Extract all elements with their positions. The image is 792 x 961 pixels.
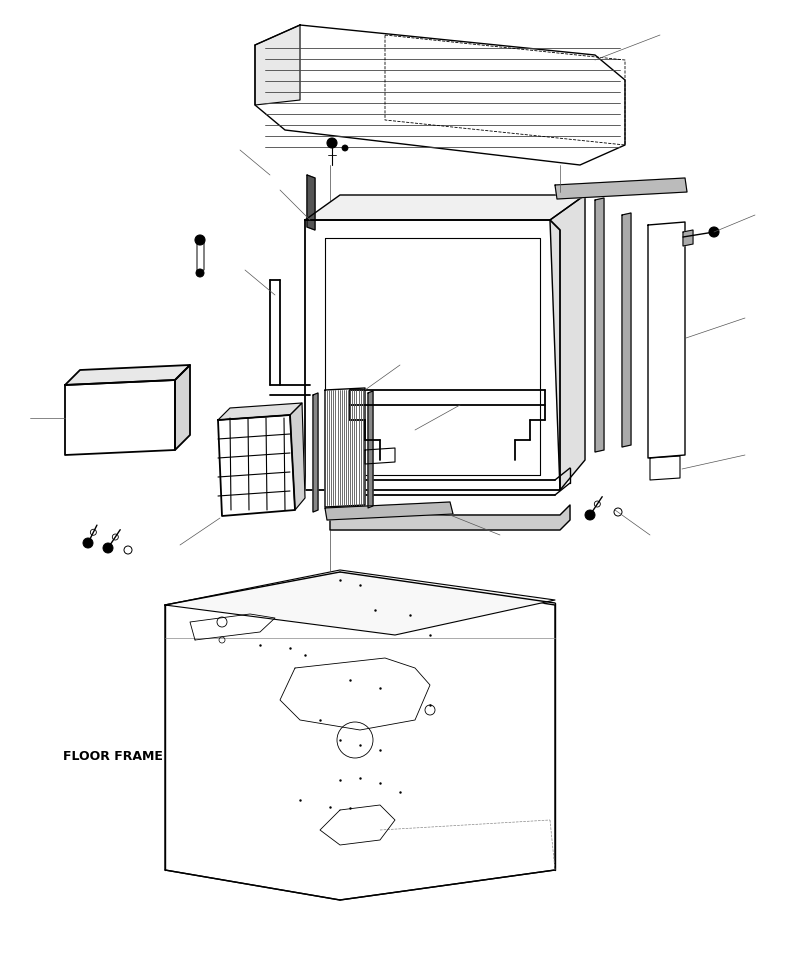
- Circle shape: [342, 145, 348, 151]
- Polygon shape: [218, 403, 302, 420]
- Circle shape: [327, 138, 337, 148]
- Polygon shape: [595, 198, 604, 452]
- Polygon shape: [368, 391, 373, 508]
- Circle shape: [709, 227, 719, 237]
- Polygon shape: [550, 195, 585, 490]
- Polygon shape: [305, 195, 585, 220]
- Circle shape: [195, 235, 205, 245]
- Circle shape: [585, 510, 595, 520]
- Text: FLOOR FRAME: FLOOR FRAME: [63, 750, 163, 762]
- Polygon shape: [197, 240, 204, 272]
- Polygon shape: [650, 456, 680, 480]
- Polygon shape: [255, 25, 625, 165]
- Polygon shape: [330, 505, 570, 530]
- Circle shape: [83, 538, 93, 548]
- Polygon shape: [165, 572, 555, 900]
- Polygon shape: [648, 222, 685, 458]
- Polygon shape: [255, 25, 300, 105]
- Polygon shape: [218, 415, 295, 516]
- Polygon shape: [65, 365, 190, 385]
- Circle shape: [103, 543, 113, 553]
- Polygon shape: [175, 365, 190, 450]
- Polygon shape: [313, 393, 318, 512]
- Polygon shape: [165, 570, 555, 635]
- Polygon shape: [325, 388, 365, 507]
- Circle shape: [196, 269, 204, 277]
- Polygon shape: [365, 448, 395, 464]
- Polygon shape: [555, 178, 687, 199]
- Polygon shape: [290, 403, 305, 510]
- Polygon shape: [683, 230, 693, 246]
- Polygon shape: [307, 175, 315, 230]
- Polygon shape: [325, 238, 540, 475]
- Polygon shape: [622, 213, 631, 447]
- Polygon shape: [305, 220, 560, 490]
- Polygon shape: [325, 502, 453, 520]
- Polygon shape: [65, 380, 175, 455]
